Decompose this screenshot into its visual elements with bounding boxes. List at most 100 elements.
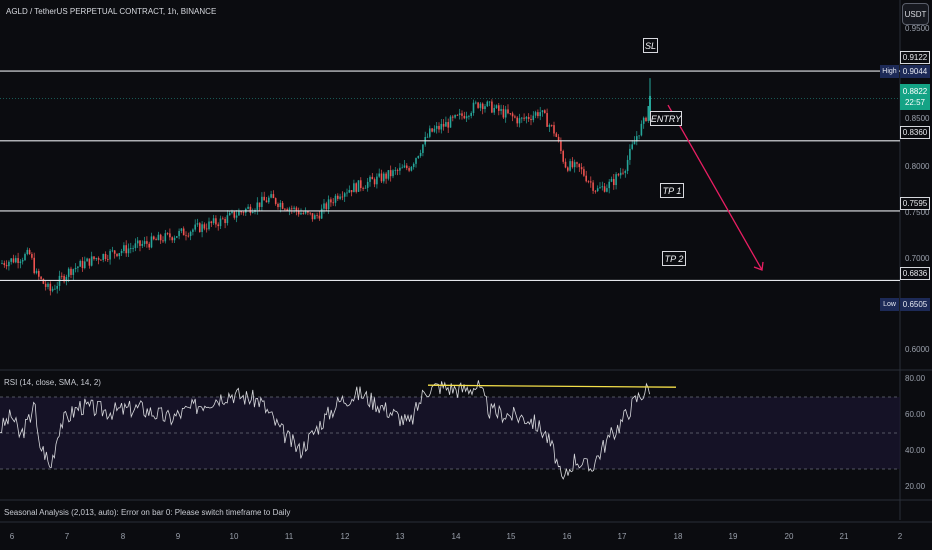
time-tick: 18 [673,532,683,541]
candle-body [268,197,270,203]
candle-body [504,109,507,118]
candle-body [389,170,392,177]
seasonal-analysis-error[interactable]: Seasonal Analysis (2,013, auto): Error o… [4,508,291,517]
candle-body [120,250,123,254]
candle-body [518,118,521,124]
candle-body [100,259,102,261]
price-tick: 0.8500 [905,114,930,123]
candle-body [251,211,254,214]
candle-body [97,258,100,260]
candle-body [495,105,498,108]
candle-body [622,172,624,174]
candle-body [205,228,208,230]
candle-body [569,161,571,171]
candle-body [433,128,436,132]
candle-body [334,195,337,203]
candle-body [176,236,178,238]
candle-body [396,170,399,171]
low-value: 0.6505 [900,298,930,311]
time-tick: 11 [284,532,294,541]
candle-body [380,173,383,182]
candle-body [617,174,620,176]
candle-body [364,187,367,189]
currency-button[interactable]: USDT [902,3,929,25]
candle-body [141,243,144,246]
candle-body [412,163,415,167]
candle-body [265,200,268,203]
candle-body [337,195,339,199]
candle-body [442,123,445,127]
candle-body [346,192,348,194]
tp1-price-tag: 0.7595 [900,197,930,210]
bar-countdown: 22:57 [904,98,926,107]
candle-body [79,260,81,267]
candle-body [1,263,3,264]
stop-loss-price-tag: 0.9122 [900,51,930,64]
entry-label[interactable]: ENTRY [650,111,682,126]
candle-body [449,116,452,128]
candle-body [281,202,284,209]
candle-body [15,258,17,263]
candle-body [307,211,309,213]
time-tick: 8 [120,532,126,541]
rsi-resistance-line[interactable] [427,384,677,388]
tp2-price-tag: 0.6836 [900,267,930,280]
candle-body [187,235,190,237]
candle-body [24,254,26,261]
candle-body [28,249,31,255]
candle-body [615,174,617,186]
rsi-line [0,380,650,480]
candle-body [461,113,463,116]
candle-body [21,260,24,262]
candle-body [210,221,213,224]
candle-body [366,181,369,188]
candle-body [415,158,417,164]
candle-body [109,250,111,260]
candle-body [212,218,215,224]
candle-body [587,181,590,183]
take-profit-1-label[interactable]: TP 1 [660,183,684,198]
candle-body [247,206,249,209]
candle-body [178,230,180,237]
candle-body [426,136,429,138]
candle-body [585,175,587,182]
candle-body [546,113,548,127]
candle-body [5,265,8,267]
rsi-title[interactable]: RSI (14, close, SMA, 14, 2) [4,378,101,387]
candle-body [272,194,275,199]
time-tick: 16 [562,532,572,541]
candle-body [477,102,479,108]
candle-body [139,240,141,246]
candle-body [84,261,86,269]
candle-body [300,213,302,215]
candle-body [180,228,183,231]
candle-body [309,212,311,214]
take-profit-2-label[interactable]: TP 2 [662,251,686,266]
candle-body [33,257,35,274]
candle-body [348,190,351,193]
projection-arrow[interactable] [667,104,763,271]
candle-body [580,167,583,170]
candle-body [408,168,410,171]
candle-body [155,239,157,241]
candle-body [394,170,397,171]
time-tick: 17 [617,532,627,541]
candle-body [417,155,420,159]
stop-loss-label[interactable]: SL [643,38,658,53]
candle-body [107,259,109,260]
candle-body [484,106,486,110]
projection-arrowhead [753,261,764,271]
candle-body [311,213,314,220]
candle-body [219,218,222,227]
candle-body [550,125,553,126]
candle-body [12,258,15,263]
time-tick: 15 [506,532,516,541]
candle-body [3,263,6,266]
candle-body [523,117,525,119]
candle-body [297,211,300,215]
candle-body [369,176,371,182]
candle-body [454,114,456,118]
candle-body [77,266,79,268]
rsi-tick: 40.00 [905,446,926,455]
